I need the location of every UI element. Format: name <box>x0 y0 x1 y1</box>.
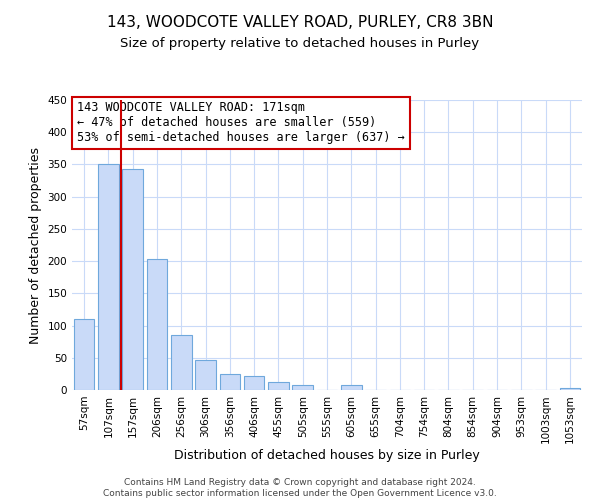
Text: 143 WOODCOTE VALLEY ROAD: 171sqm
← 47% of detached houses are smaller (559)
53% : 143 WOODCOTE VALLEY ROAD: 171sqm ← 47% o… <box>77 102 405 144</box>
Bar <box>146 259 167 390</box>
Bar <box>341 385 362 390</box>
X-axis label: Distribution of detached houses by size in Purley: Distribution of detached houses by size … <box>174 449 480 462</box>
Bar <box>74 319 94 390</box>
Text: 143, WOODCOTE VALLEY ROAD, PURLEY, CR8 3BN: 143, WOODCOTE VALLEY ROAD, PURLEY, CR8 3… <box>107 15 493 30</box>
Text: Size of property relative to detached houses in Purley: Size of property relative to detached ho… <box>121 38 479 51</box>
Bar <box>122 169 143 390</box>
Bar <box>220 374 240 390</box>
Bar <box>244 376 265 390</box>
Bar <box>268 382 289 390</box>
Text: Contains HM Land Registry data © Crown copyright and database right 2024.
Contai: Contains HM Land Registry data © Crown c… <box>103 478 497 498</box>
Bar <box>560 388 580 390</box>
Bar <box>195 360 216 390</box>
Bar <box>292 385 313 390</box>
Bar <box>171 335 191 390</box>
Bar <box>98 164 119 390</box>
Y-axis label: Number of detached properties: Number of detached properties <box>29 146 42 344</box>
